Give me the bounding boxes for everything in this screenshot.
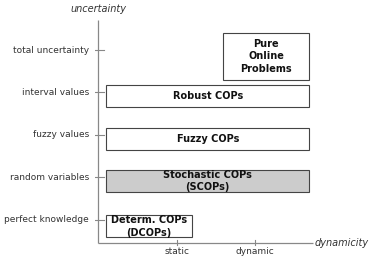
Text: total uncertainty: total uncertainty (13, 46, 89, 55)
Text: static: static (164, 247, 189, 256)
Text: fuzzy values: fuzzy values (33, 130, 89, 139)
FancyBboxPatch shape (106, 128, 309, 150)
Text: Robust COPs: Robust COPs (173, 91, 243, 101)
Text: dynamic: dynamic (235, 247, 274, 256)
FancyBboxPatch shape (106, 215, 192, 238)
Text: perfect knowledge: perfect knowledge (4, 215, 89, 224)
Text: uncertainty: uncertainty (70, 4, 127, 14)
FancyBboxPatch shape (223, 33, 309, 80)
Text: Fuzzy COPs: Fuzzy COPs (177, 134, 239, 144)
Text: interval values: interval values (22, 88, 89, 97)
Text: Determ. COPs
(DCOPs): Determ. COPs (DCOPs) (111, 215, 187, 238)
FancyBboxPatch shape (106, 85, 309, 107)
FancyBboxPatch shape (106, 170, 309, 192)
Text: random variables: random variables (10, 173, 89, 182)
Text: dynamicity: dynamicity (315, 238, 369, 248)
Text: Stochastic COPs
(SCOPs): Stochastic COPs (SCOPs) (163, 170, 252, 192)
Text: Pure
Online
Problems: Pure Online Problems (240, 39, 292, 74)
